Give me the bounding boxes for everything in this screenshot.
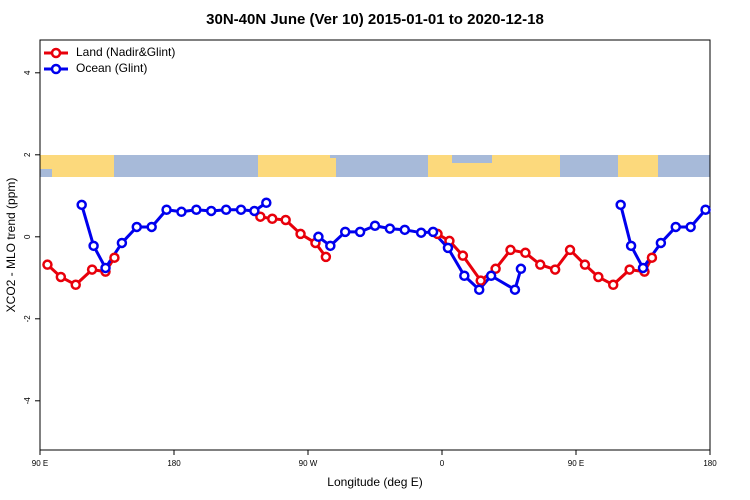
point (384, 223, 396, 234)
legend: Land (Nadir&Glint) Ocean (Glint) (44, 45, 175, 75)
point (313, 231, 324, 243)
point (369, 220, 381, 231)
y-tick-label: -2 (23, 315, 32, 323)
point (646, 252, 658, 263)
point (509, 284, 521, 295)
point (191, 204, 202, 215)
point (459, 270, 470, 281)
point (161, 204, 172, 215)
legend-marker (50, 63, 62, 75)
point (280, 214, 291, 226)
point (615, 199, 626, 211)
point (176, 206, 187, 218)
point (505, 244, 516, 256)
point (261, 197, 272, 209)
point (339, 226, 351, 238)
point (249, 205, 260, 217)
x-tick-label: 90 E (568, 459, 584, 468)
point (655, 237, 667, 249)
point (100, 262, 111, 274)
legend-label: Ocean (Glint) (76, 61, 147, 75)
point (109, 252, 120, 263)
x-axis-label: Longitude (deg E) (327, 475, 422, 489)
point (116, 237, 128, 249)
point (70, 279, 81, 291)
series-line (80, 201, 707, 292)
x-tick-label: 90 W (299, 459, 318, 468)
point (427, 226, 439, 238)
point (320, 251, 332, 263)
x-tick-label: 0 (440, 459, 445, 468)
point (607, 279, 619, 291)
point (88, 240, 99, 252)
point (685, 221, 696, 233)
point (354, 226, 366, 238)
chart-title: 30N-40N June (Ver 10) 2015-01-01 to 2020… (206, 11, 544, 28)
point (205, 205, 217, 217)
point (295, 228, 306, 240)
point (637, 262, 649, 274)
point (220, 204, 232, 215)
point (267, 213, 278, 225)
y-tick-label: 4 (23, 70, 32, 75)
point (457, 250, 469, 261)
point (520, 247, 531, 259)
point (86, 264, 98, 275)
point (255, 211, 266, 222)
legend-marker (50, 47, 62, 59)
point (55, 271, 67, 283)
point (515, 263, 527, 275)
y-axis-label: XCO2 - MLO trend (ppm) (4, 178, 18, 313)
point (579, 259, 591, 270)
point (325, 240, 336, 252)
point (42, 259, 53, 270)
point (670, 221, 682, 233)
point (625, 240, 637, 252)
point (593, 271, 604, 283)
point (475, 275, 486, 286)
legend-label: Land (Nadir&Glint) (76, 45, 175, 59)
point (76, 199, 87, 211)
x-tick-label: 90 E (32, 459, 48, 468)
point (473, 284, 485, 295)
point (490, 263, 501, 275)
map-strip (40, 155, 710, 177)
x-tick-label: 180 (703, 459, 717, 468)
point (485, 270, 497, 281)
point (442, 242, 454, 254)
x-tick-label: 180 (167, 459, 181, 468)
point (131, 221, 143, 233)
point (700, 204, 711, 215)
point (549, 264, 561, 275)
y-tick-label: 0 (23, 234, 32, 239)
point (235, 204, 247, 215)
plot-frame (39, 39, 711, 451)
y-tick-label: -4 (23, 397, 32, 405)
point (146, 221, 157, 233)
point (535, 259, 546, 270)
point (399, 224, 411, 236)
y-tick-label: 2 (23, 152, 32, 157)
point (564, 244, 576, 256)
point (415, 227, 427, 238)
point (624, 264, 635, 275)
